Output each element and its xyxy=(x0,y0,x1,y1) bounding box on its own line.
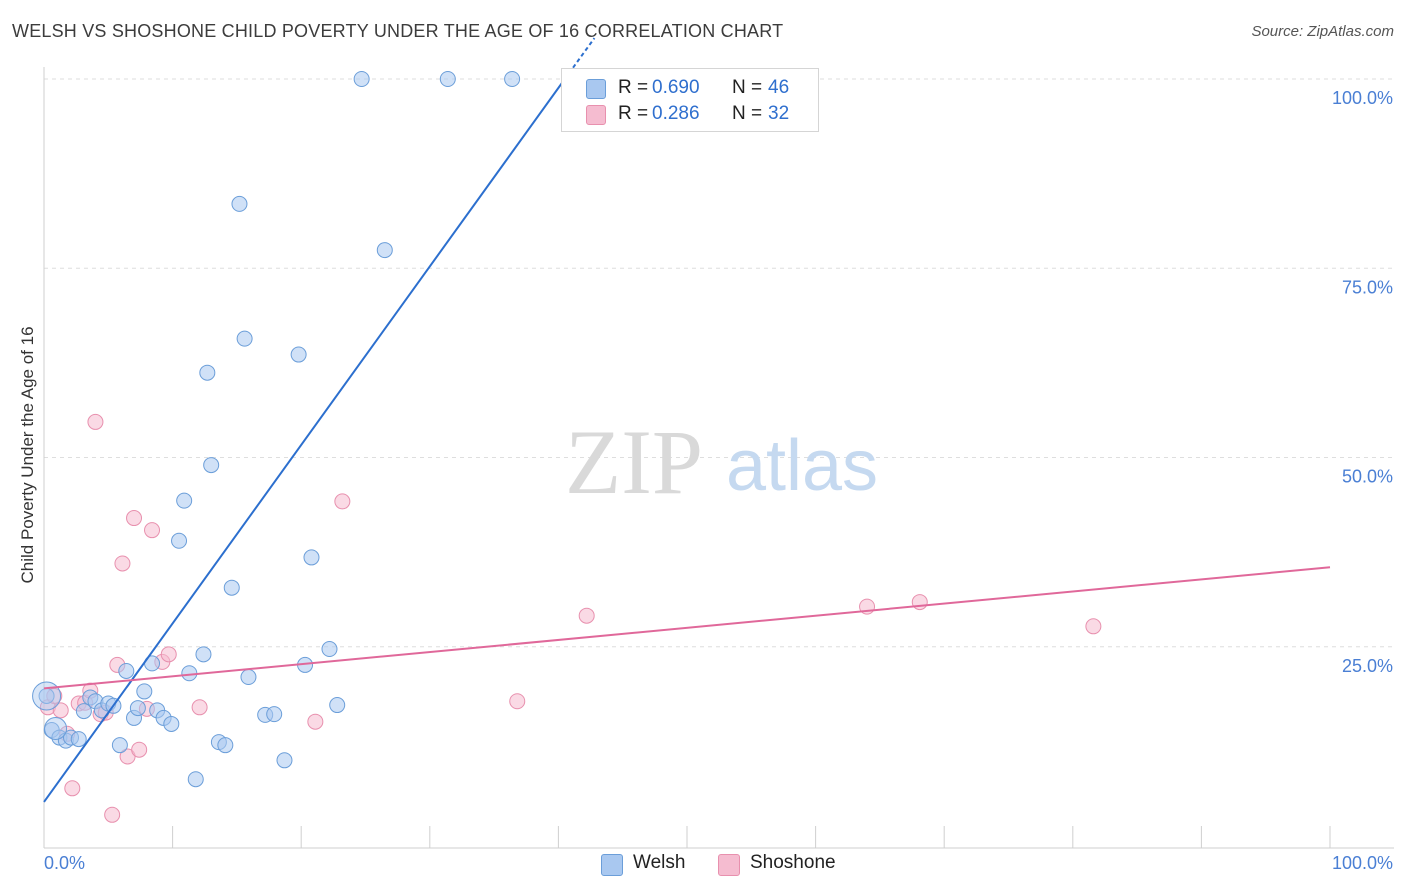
welsh-point xyxy=(44,717,68,741)
welsh-point xyxy=(171,532,188,549)
y-tick-label: 50.0% xyxy=(1342,467,1393,487)
shoshone-point xyxy=(160,646,177,663)
welsh-point xyxy=(199,364,216,381)
welsh-legend-swatch xyxy=(601,854,623,876)
welsh-point xyxy=(187,771,204,788)
shoshone-point xyxy=(87,413,104,430)
legend-n-value: 46 xyxy=(768,77,790,98)
shoshone-point xyxy=(578,607,595,624)
source-credit: Source: ZipAtlas.com xyxy=(1251,23,1394,40)
shoshone-legend-swatch xyxy=(718,854,740,876)
welsh-trend-line xyxy=(43,78,566,803)
shoshone-legend-label: Shoshone xyxy=(750,852,836,873)
shoshone-point xyxy=(64,780,81,797)
welsh-point xyxy=(118,662,135,679)
axes xyxy=(43,67,1394,849)
welsh-point xyxy=(276,752,293,769)
shoshone-point xyxy=(131,741,148,758)
shoshone-point xyxy=(52,702,69,719)
welsh-point xyxy=(376,242,393,259)
welsh-point xyxy=(240,669,257,686)
y-tick-label: 25.0% xyxy=(1342,656,1393,676)
legend-n-label: N = xyxy=(732,77,763,98)
shoshone-point xyxy=(1085,618,1102,635)
welsh-point xyxy=(195,646,212,663)
shoshone-swatch xyxy=(586,105,606,125)
welsh-point xyxy=(217,737,234,754)
welsh-point xyxy=(236,330,253,347)
welsh-point xyxy=(266,706,283,723)
legend-r-label: R = xyxy=(618,77,649,98)
x-tick-label: 100.0% xyxy=(1332,853,1393,873)
welsh-swatch xyxy=(586,79,606,99)
welsh-point xyxy=(32,681,62,711)
welsh-point xyxy=(223,579,240,596)
shoshone-point xyxy=(114,555,131,572)
shoshone-point xyxy=(307,713,324,730)
shoshone-point xyxy=(104,806,121,823)
welsh-point xyxy=(439,71,456,87)
welsh-point xyxy=(504,71,521,87)
shoshone-point xyxy=(334,493,351,510)
legend-r-label: R = xyxy=(618,103,649,124)
shoshone-point xyxy=(144,522,161,539)
welsh-point xyxy=(70,731,87,748)
welsh-point xyxy=(111,737,128,754)
welsh-point xyxy=(353,71,370,87)
y-tick-label: 75.0% xyxy=(1342,277,1393,297)
correlation-legend: R = 0.690 N = 46 R = 0.286 N = 32 xyxy=(561,68,819,132)
welsh-legend-label: Welsh xyxy=(633,852,686,873)
welsh-point xyxy=(303,549,320,566)
legend-r-value: 0.690 xyxy=(652,77,700,98)
shoshone-point xyxy=(509,693,526,710)
watermark-atlas: atlas xyxy=(726,426,878,506)
shoshone-trend-line xyxy=(43,566,1331,690)
x-tick-label: 0.0% xyxy=(44,853,85,873)
legend-n-label: N = xyxy=(732,103,763,124)
y-tick-label: 100.0% xyxy=(1332,88,1393,108)
welsh-point xyxy=(176,492,193,509)
welsh-point xyxy=(129,700,146,717)
welsh-point xyxy=(163,715,180,732)
welsh-point xyxy=(329,697,346,714)
welsh-point xyxy=(231,195,248,212)
welsh-points xyxy=(32,71,521,788)
shoshone-point xyxy=(126,510,143,527)
gridlines xyxy=(44,78,1394,648)
welsh-point xyxy=(136,683,153,700)
legend-r-value: 0.286 xyxy=(652,103,700,124)
shoshone-point xyxy=(191,699,208,716)
watermark-zip: ZIP xyxy=(565,411,703,513)
legend-n-value: 32 xyxy=(768,103,790,124)
welsh-point xyxy=(203,457,220,474)
chart-title: WELSH VS SHOSHONE CHILD POVERTY UNDER TH… xyxy=(12,21,784,41)
tick-labels: 25.0% 50.0% 75.0% 100.0% 0.0% 100.0% xyxy=(44,88,1393,873)
welsh-point xyxy=(290,346,307,363)
welsh-point xyxy=(75,703,92,720)
welsh-point xyxy=(321,641,338,658)
